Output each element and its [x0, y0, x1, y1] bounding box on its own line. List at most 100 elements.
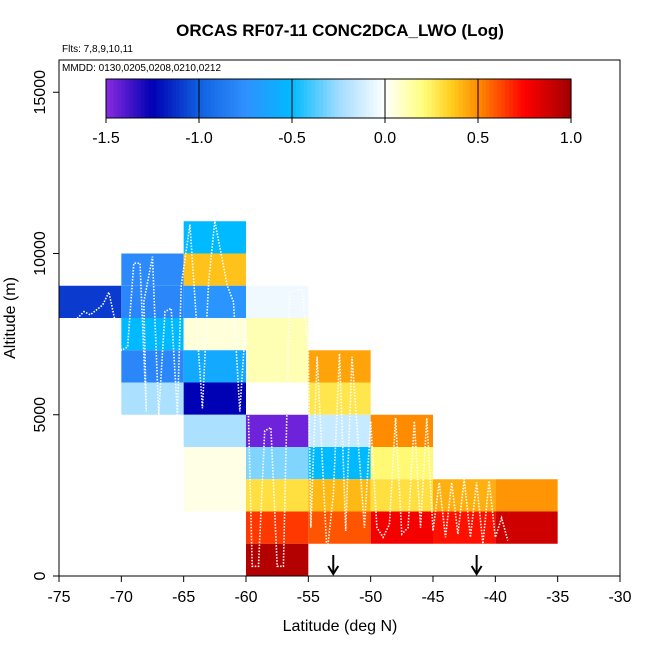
- colorbar-segment: [563, 79, 568, 118]
- colorbar-segment: [450, 79, 456, 118]
- heatmap-cell: [370, 479, 433, 512]
- colorbar-segment: [493, 79, 498, 118]
- x-tick-label: -60: [234, 589, 257, 606]
- arrow-head: [470, 565, 483, 576]
- colorbar-segment: [117, 79, 123, 118]
- colorbar-segment: [501, 79, 506, 118]
- colorbar-segment: [485, 79, 491, 118]
- colorbar-segment: [454, 79, 460, 118]
- colorbar-segment: [377, 79, 382, 118]
- colorbar-segment: [284, 79, 289, 118]
- colorbar-tick-label: -1.0: [185, 130, 213, 147]
- colorbar-segment: [272, 79, 278, 118]
- heatmap-cell: [246, 414, 309, 447]
- y-tick-label: 0: [32, 571, 49, 580]
- colorbar-segment: [249, 79, 254, 118]
- colorbar-segment: [299, 79, 305, 118]
- annotations: [327, 555, 483, 576]
- colorbar-segment: [214, 79, 219, 118]
- heatmap-cell: [495, 511, 558, 544]
- x-tick-label: -65: [172, 589, 195, 606]
- colorbar-segment: [303, 79, 309, 118]
- colorbar-segment: [164, 79, 169, 118]
- colorbar-segment: [338, 79, 343, 118]
- colorbar-segment: [326, 79, 332, 118]
- colorbar-segment: [237, 79, 243, 118]
- colorbar-segment: [543, 79, 549, 118]
- colorbar-segment: [512, 79, 518, 118]
- flights-label: Flts: 7,8,9,10,11: [62, 44, 133, 55]
- colorbar-segment: [540, 79, 545, 118]
- colorbar-segment: [230, 79, 235, 118]
- heatmap-cell: [308, 479, 371, 512]
- colorbar-segment: [547, 79, 553, 118]
- colorbar-segment: [551, 79, 557, 118]
- colorbar-segment: [222, 79, 227, 118]
- x-tick-label: -30: [608, 589, 631, 606]
- colorbar-segment: [133, 79, 138, 118]
- colorbar-segment: [245, 79, 250, 118]
- arrow-annotation: [327, 555, 340, 576]
- x-tick-label: -35: [546, 589, 569, 606]
- heatmap-cell: [121, 318, 184, 351]
- colorbar-segment: [106, 79, 111, 118]
- colorbar-segment: [419, 79, 425, 118]
- plot-frame: [58, 59, 621, 577]
- colorbar-tick-label: 0.0: [374, 130, 396, 147]
- colorbar-segment: [423, 79, 429, 118]
- colorbar-segment: [152, 79, 157, 118]
- colorbar-segment: [202, 79, 208, 118]
- colorbar-segment: [195, 79, 200, 118]
- colorbar-segment: [288, 79, 293, 118]
- heatmap-cell: [308, 414, 371, 447]
- colorbar-segment: [144, 79, 150, 118]
- colorbar-segment: [257, 79, 262, 118]
- heatmap-cell: [121, 382, 184, 415]
- colorbar-segment: [567, 79, 572, 118]
- colorbar-segment: [392, 79, 398, 118]
- heatmap-cell: [183, 447, 246, 512]
- colorbar-segment: [129, 79, 134, 118]
- heatmap-cell: [308, 382, 371, 415]
- dates-label: MMDD: 0130,0205,0208,0210,0212: [62, 63, 221, 74]
- colorbar-segment: [210, 79, 216, 118]
- colorbar-segment: [241, 79, 247, 118]
- heatmap-cell: [183, 285, 246, 318]
- colorbar-segment: [280, 79, 285, 118]
- flight-track-line: [58, 221, 509, 576]
- heatmap-cell: [183, 382, 246, 415]
- colorbar-segment: [505, 79, 510, 118]
- heatmap-cell: [246, 479, 309, 512]
- heatmap-cell: [246, 318, 309, 383]
- colorbar-segment: [171, 79, 177, 118]
- x-tick-label: -75: [47, 589, 70, 606]
- colorbar-tick-label: 1.0: [560, 130, 582, 147]
- colorbar-segment: [478, 79, 483, 118]
- colorbar-segment: [206, 79, 212, 118]
- heatmap-cell: [246, 447, 309, 480]
- colorbar-segment: [470, 79, 475, 118]
- colorbar-segment: [191, 79, 196, 118]
- x-axis-label: Latitude (deg N): [283, 618, 398, 635]
- heatmap-cell: [370, 447, 433, 480]
- colorbar-segment: [109, 79, 115, 118]
- colorbar-segment: [555, 79, 560, 118]
- colorbar-segment: [388, 79, 394, 118]
- colorbar-segment: [315, 79, 320, 118]
- colorbar-segment: [404, 79, 409, 118]
- x-tick-label: -50: [359, 589, 382, 606]
- colorbar-segment: [497, 79, 502, 118]
- colorbar-segment: [253, 79, 258, 118]
- colorbar-segment: [536, 79, 541, 118]
- heatmap-cell: [121, 350, 184, 383]
- colorbar-segment: [528, 79, 533, 118]
- colorbar-ticks: -1.5 -1.0 -0.5 0.0 0.5 1.0: [92, 79, 582, 147]
- colorbar-segment: [354, 79, 359, 118]
- colorbar-segment: [369, 79, 374, 118]
- y-tick-label: 10000: [32, 231, 49, 276]
- colorbar-segment: [330, 79, 336, 118]
- colorbar-segment: [168, 79, 173, 118]
- colorbar-segment: [447, 79, 452, 118]
- heatmap-cells: [59, 221, 558, 576]
